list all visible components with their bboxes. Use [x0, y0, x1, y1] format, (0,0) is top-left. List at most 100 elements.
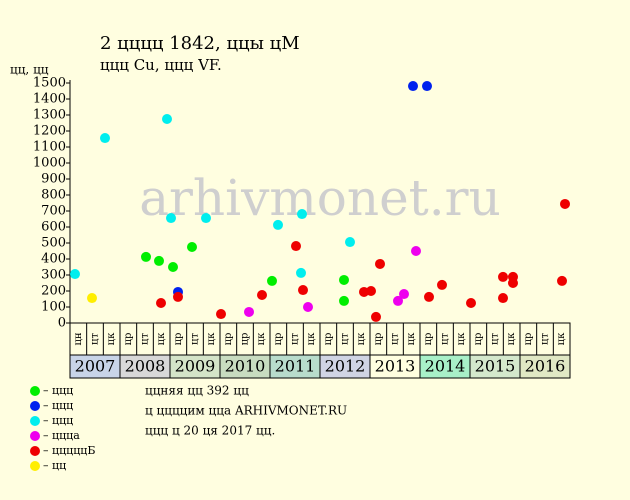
- data-point: [70, 269, 80, 280]
- data-point: [375, 258, 385, 269]
- y-tick-label: 600: [41, 220, 66, 235]
- year-label: 2009: [175, 357, 216, 376]
- y-tick-label: 1100: [33, 140, 66, 155]
- y-tick-label: 1200: [33, 124, 66, 139]
- data-point: [557, 275, 567, 286]
- legend-swatch: [30, 446, 40, 456]
- data-point: [498, 271, 508, 282]
- data-point: [187, 242, 197, 252]
- y-tick-label: 500: [41, 236, 66, 251]
- legend-label: – ццца: [43, 429, 80, 442]
- column-label: цр: [373, 333, 384, 346]
- data-point: [201, 213, 211, 224]
- data-point: [408, 81, 418, 92]
- column-label: цк: [306, 332, 317, 345]
- year-label: 2013: [375, 357, 416, 376]
- y-tick-label: 400: [41, 252, 66, 267]
- year-label: 2010: [225, 357, 266, 376]
- column-label: цр: [323, 333, 334, 346]
- data-point: [257, 290, 267, 300]
- column-label: цт: [290, 333, 301, 345]
- column-label: цк: [356, 332, 367, 345]
- data-point: [339, 295, 349, 306]
- chart-title: 2 цццц 1842, ццы цМ: [100, 33, 300, 54]
- data-point: [297, 209, 307, 220]
- legend-label: – ццц: [43, 414, 73, 427]
- column-label: цк: [506, 332, 517, 345]
- column-label: цк: [156, 332, 167, 345]
- data-point: [267, 275, 277, 286]
- legend-label: – ццц: [43, 384, 73, 397]
- column-label: цк: [256, 332, 267, 345]
- note: ц ццццим цца ARHIVMONET.RU: [145, 404, 347, 418]
- y-tick-label: 0: [58, 316, 66, 331]
- data-point: [303, 302, 313, 312]
- data-point: [216, 309, 226, 320]
- data-point: [291, 241, 301, 252]
- y-axis-label: цц, цц: [10, 63, 49, 77]
- column-label: цр: [240, 333, 251, 346]
- note: ццц ц 20 ця 2017 цц.: [145, 424, 275, 438]
- data-point: [424, 291, 434, 302]
- y-tick-label: 700: [41, 204, 66, 219]
- column-label: цт: [390, 333, 401, 345]
- y-tick-label: 900: [41, 172, 66, 187]
- column-label: цр: [423, 333, 434, 346]
- data-point: [154, 255, 164, 266]
- column-label: цр: [223, 333, 234, 346]
- column-label: цр: [123, 333, 134, 346]
- legend-label: – цццццБ: [43, 444, 95, 457]
- y-tick-label: 1300: [33, 108, 66, 123]
- year-label: 2011: [275, 357, 316, 376]
- note: ццняя цц 392 цц: [145, 384, 249, 398]
- column-label: цт: [90, 333, 101, 345]
- chart-subtitle: ццц Cu, ццц VF.: [100, 56, 222, 74]
- column-label: цк: [456, 332, 467, 345]
- data-point: [399, 289, 409, 300]
- column-label: цр: [173, 333, 184, 346]
- data-point: [273, 219, 283, 230]
- data-point: [508, 278, 518, 288]
- data-point: [437, 279, 447, 290]
- year-label: 2008: [125, 357, 166, 376]
- data-point: [87, 293, 97, 304]
- data-point: [296, 267, 306, 278]
- data-point: [173, 291, 183, 302]
- data-point: [162, 114, 172, 124]
- data-point: [371, 311, 381, 322]
- data-point: [168, 262, 178, 272]
- column-label: цк: [406, 332, 417, 345]
- legend-label: – цц: [43, 459, 66, 472]
- data-point: [166, 213, 176, 224]
- y-tick-label: 100: [41, 300, 66, 315]
- data-point: [560, 198, 570, 209]
- y-tick-label: 1500: [33, 76, 66, 91]
- y-tick-label: 1000: [33, 156, 66, 171]
- column-label: цт: [540, 333, 551, 345]
- legend-swatch: [30, 386, 40, 396]
- data-point: [422, 81, 432, 92]
- data-point: [298, 285, 308, 296]
- data-point: [100, 133, 110, 144]
- column-label: цт: [140, 333, 151, 345]
- watermark: arhivmonet.ru: [139, 169, 501, 227]
- column-label: цк: [206, 332, 217, 345]
- legend-label: – ццц: [43, 399, 73, 412]
- y-tick-label: 800: [41, 188, 66, 203]
- data-point: [498, 293, 508, 304]
- column-label: цк: [106, 332, 117, 345]
- legend-swatch: [30, 431, 40, 441]
- data-point: [156, 298, 166, 308]
- column-label: цт: [440, 333, 451, 345]
- column-label: цт: [340, 333, 351, 345]
- year-label: 2016: [525, 357, 566, 376]
- column-label: цр: [473, 333, 484, 346]
- column-label: цн: [73, 332, 84, 345]
- legend-swatch: [30, 401, 40, 411]
- data-point: [345, 237, 355, 248]
- data-point: [339, 274, 349, 285]
- legend-swatch: [30, 461, 40, 471]
- data-point: [141, 251, 151, 262]
